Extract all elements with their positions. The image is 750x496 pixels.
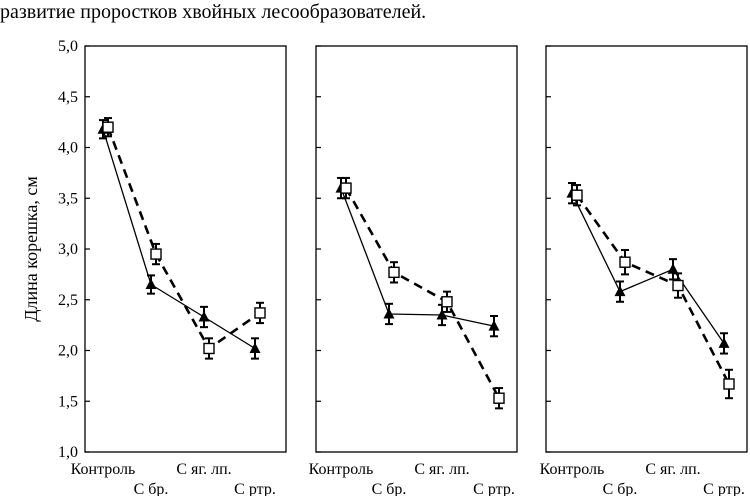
x-tick-label: С яг. лп.	[645, 461, 700, 478]
data-point-square	[254, 307, 266, 319]
data-point-triangle	[718, 337, 730, 348]
x-tick-label: С ртр.	[703, 481, 745, 496]
data-point-triangle	[488, 320, 500, 331]
data-point-triangle	[145, 278, 157, 290]
data-point-triangle	[614, 285, 626, 297]
data-point-square	[723, 378, 735, 390]
data-point-triangle	[383, 307, 395, 319]
series-line-solid-triangle	[102, 129, 256, 350]
series-line-solid-triangle	[571, 192, 725, 344]
x-tick-label: С ртр.	[234, 481, 276, 496]
series-line-solid-triangle	[340, 187, 495, 327]
data-point-square	[340, 182, 352, 194]
data-point-triangle	[436, 308, 448, 320]
data-point-square	[441, 296, 453, 308]
x-tick-label: С ртр.	[473, 481, 515, 496]
x-tick-label: С бр.	[603, 481, 638, 496]
y-tick-label: 2,0	[58, 343, 78, 360]
series-line-dashed-square	[575, 194, 731, 385]
caption-fragment: развитие проростков хвойных лесообразова…	[0, 1, 427, 23]
panel-frame	[545, 45, 748, 453]
y-tick-label: 2,5	[58, 292, 78, 309]
y-tick-label: 3,0	[58, 241, 78, 258]
y-tick-label: 1,0	[58, 444, 78, 461]
data-point-triangle	[198, 311, 210, 322]
x-tick-label: С яг. лп.	[414, 461, 469, 478]
data-point-square	[672, 279, 684, 292]
y-tick-label: 4,5	[58, 89, 78, 106]
x-tick-label: С бр.	[134, 481, 169, 496]
series-line-dashed-square	[106, 126, 261, 351]
x-tick-label: С бр.	[372, 481, 407, 496]
x-tick-label: С яг. лп.	[176, 461, 231, 478]
data-point-square	[619, 256, 631, 268]
y-axis-label: Длина корешка, см	[21, 176, 41, 322]
x-tick-label: Контроль	[309, 461, 374, 478]
data-point-triangle	[667, 263, 679, 274]
data-point-square	[203, 342, 215, 355]
x-tick-label: Контроль	[71, 461, 136, 478]
y-tick-label: 5,0	[58, 38, 78, 55]
y-tick-label: 1,5	[58, 393, 78, 410]
panel-frame	[84, 45, 287, 453]
data-point-triangle	[249, 342, 261, 353]
panel-frame	[315, 45, 518, 453]
data-point-square	[493, 392, 505, 404]
y-tick-label: 4,0	[58, 140, 78, 157]
data-point-square	[571, 189, 583, 201]
series-line-dashed-square	[344, 187, 501, 399]
y-tick-label: 3,5	[58, 190, 78, 207]
data-point-square	[388, 266, 400, 279]
x-tick-label: Контроль	[540, 461, 605, 478]
data-point-square	[102, 121, 114, 133]
data-point-square	[150, 248, 162, 260]
